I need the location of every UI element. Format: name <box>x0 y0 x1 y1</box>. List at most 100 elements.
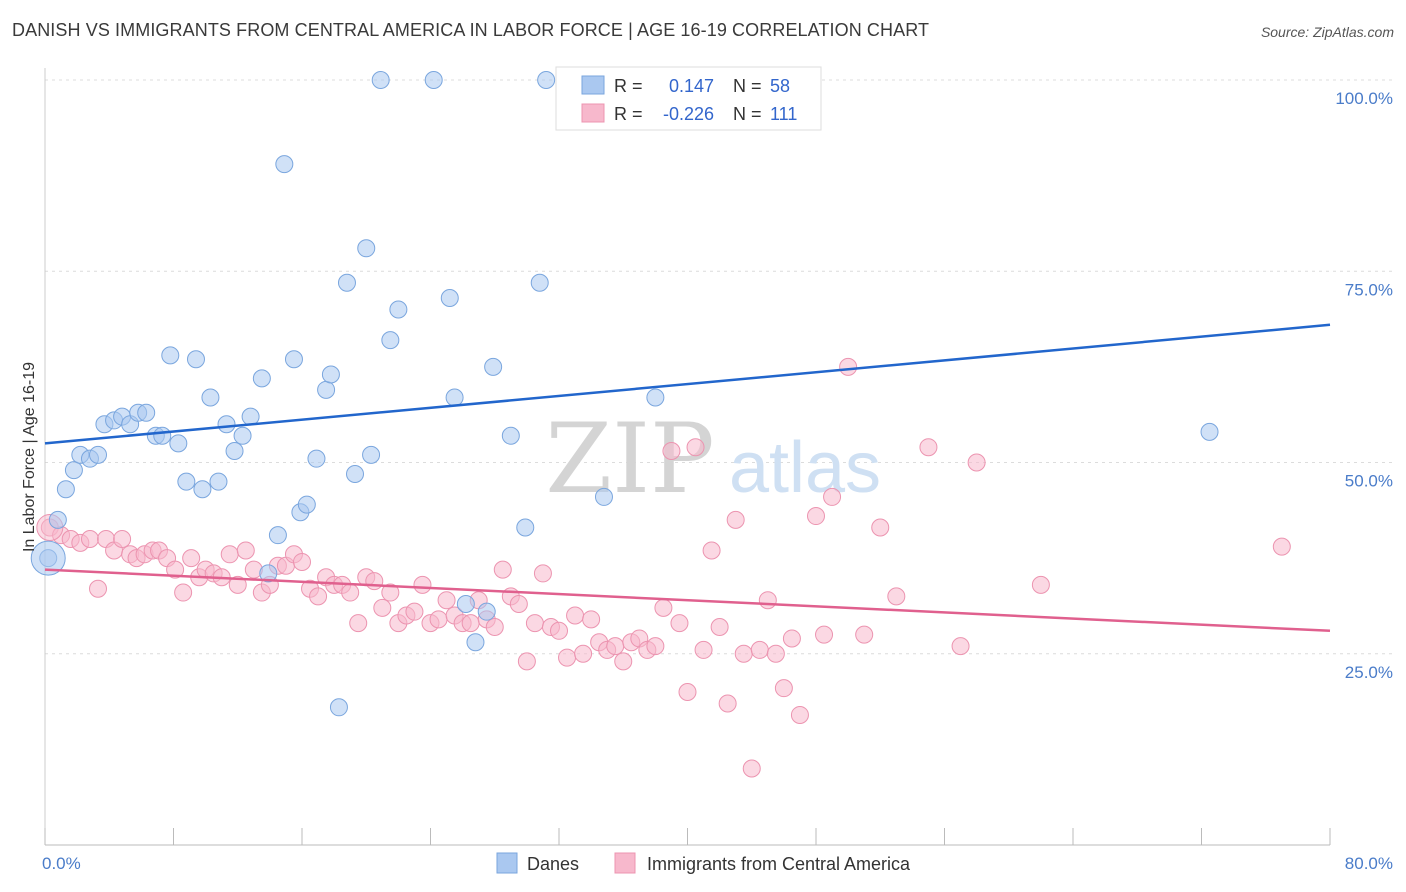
data-point <box>566 606 585 625</box>
x-tick-label-end: 80.0% <box>1345 854 1393 873</box>
data-point <box>89 579 108 598</box>
data-point <box>413 575 432 594</box>
data-point <box>389 300 408 319</box>
data-point <box>64 461 83 480</box>
data-point <box>225 442 244 461</box>
bottom-legend-danes: Danes <box>527 854 579 874</box>
data-point <box>951 637 970 656</box>
data-point <box>362 445 381 464</box>
x-tick-labels: 0.0% 80.0% <box>42 854 1393 873</box>
bottom-legend-immigrants: Immigrants from Central America <box>647 854 911 874</box>
data-point <box>169 434 188 453</box>
data-point <box>823 487 842 506</box>
y-tick-label: 50.0% <box>1345 472 1393 491</box>
data-point <box>341 583 360 602</box>
data-point <box>317 380 336 399</box>
bottom-legend-swatch-danes <box>496 852 518 874</box>
y-axis-label: In Labor Force | Age 16-19 <box>21 362 38 552</box>
data-point <box>440 289 459 308</box>
data-point <box>166 560 185 579</box>
data-point <box>550 621 568 640</box>
data-point <box>466 633 485 652</box>
data-point <box>80 530 99 548</box>
watermark-zip: ZIP <box>545 403 714 515</box>
data-point <box>228 575 247 594</box>
data-point <box>646 637 665 656</box>
data-point <box>517 652 536 671</box>
data-point <box>484 357 503 376</box>
data-point <box>429 610 448 629</box>
data-point <box>297 495 316 514</box>
data-point <box>233 426 252 445</box>
data-point <box>437 591 456 610</box>
data-point <box>594 487 613 506</box>
data-point <box>284 350 303 369</box>
data-point <box>445 388 464 407</box>
data-point <box>381 583 400 602</box>
data-point <box>456 595 475 614</box>
data-point <box>750 640 769 659</box>
trendline-immigrants <box>44 568 1331 633</box>
data-point <box>329 698 348 717</box>
danes-points <box>30 71 1219 717</box>
data-point <box>268 526 287 545</box>
data-point <box>734 644 753 663</box>
data-point <box>113 530 132 548</box>
data-point <box>742 759 761 778</box>
data-point <box>774 679 793 698</box>
legend-r-label-2: R = <box>614 104 643 124</box>
data-point <box>346 464 365 483</box>
y-tick-label: 100.0% <box>1335 89 1393 108</box>
data-point <box>293 552 311 571</box>
data-point <box>606 637 625 656</box>
y-tick-label: 25.0% <box>1345 663 1393 682</box>
data-point <box>662 442 681 461</box>
legend-swatch-danes <box>581 75 605 95</box>
y-tick-label: 75.0% <box>1345 280 1393 299</box>
data-point <box>275 155 294 174</box>
data-point <box>153 426 172 445</box>
series-legend: Danes Immigrants from Central America <box>496 852 911 874</box>
axes <box>44 68 1331 846</box>
data-point <box>537 71 556 89</box>
data-point <box>217 415 236 434</box>
legend-swatch-immigrants <box>581 103 605 123</box>
data-point <box>574 644 593 663</box>
source-label: Source: ZipAtlas.com <box>1260 24 1394 40</box>
legend-n-value-1: 58 <box>770 76 790 96</box>
data-point <box>807 507 825 526</box>
data-point <box>815 625 834 644</box>
data-point <box>501 426 520 445</box>
data-point <box>48 510 67 529</box>
trendline-danes <box>44 323 1331 445</box>
data-point <box>241 407 260 426</box>
legend-n-label-1: N = <box>733 76 762 96</box>
data-point <box>365 572 384 591</box>
y-tick-labels: 25.0% 50.0% 75.0% 100.0% <box>1335 89 1393 682</box>
legend-r-value-2: -0.226 <box>663 104 714 124</box>
data-point <box>530 273 549 292</box>
data-point <box>654 598 673 617</box>
data-point <box>174 583 193 602</box>
data-point <box>1200 422 1219 441</box>
data-point <box>919 438 938 457</box>
data-point-large <box>30 540 66 576</box>
data-point <box>726 510 745 529</box>
data-point <box>702 541 721 560</box>
data-point <box>461 614 480 633</box>
data-point <box>381 331 400 350</box>
data-point <box>201 388 220 407</box>
data-point <box>252 369 271 388</box>
data-point <box>337 273 356 292</box>
x-tick-label-start: 0.0% <box>42 854 81 873</box>
data-point <box>493 560 512 579</box>
data-point <box>477 602 496 621</box>
data-point <box>1031 575 1050 594</box>
immigrants-points <box>36 357 1291 778</box>
data-point <box>670 614 689 633</box>
data-point <box>855 625 874 644</box>
data-point <box>137 403 156 422</box>
data-point <box>887 587 906 606</box>
data-point <box>1272 537 1291 556</box>
